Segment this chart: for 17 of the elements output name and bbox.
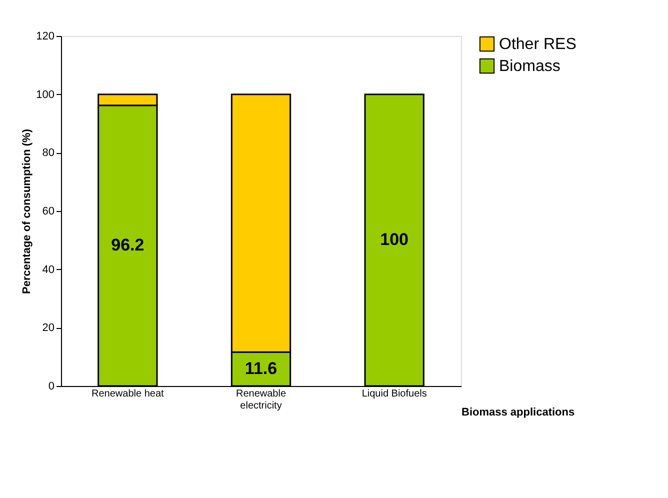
data-label: 96.2 (111, 236, 144, 255)
y-tick-label: 0 (48, 380, 54, 392)
y-tick-label: 100 (36, 88, 54, 101)
data-label: 100 (380, 230, 409, 250)
y-tick-label: 80 (42, 147, 54, 160)
legend-label: Biomass (499, 58, 560, 75)
x-axis-title: Biomass applications (462, 406, 575, 418)
y-tick-label: 60 (42, 206, 54, 218)
x-tick-label: Liquid Biofuels (362, 388, 427, 400)
x-tick-label: Renewable electricity (236, 388, 286, 412)
y-axis-title: Percentage of consumption (%) (21, 128, 34, 294)
legend-label: Other RES (499, 36, 576, 53)
y-tick-label: 120 (36, 30, 54, 42)
data-label: 11.6 (244, 359, 278, 378)
x-tick-label: Renewable heat (92, 388, 164, 400)
y-tick-label: 40 (42, 264, 54, 276)
y-tick-label: 20 (42, 322, 54, 334)
